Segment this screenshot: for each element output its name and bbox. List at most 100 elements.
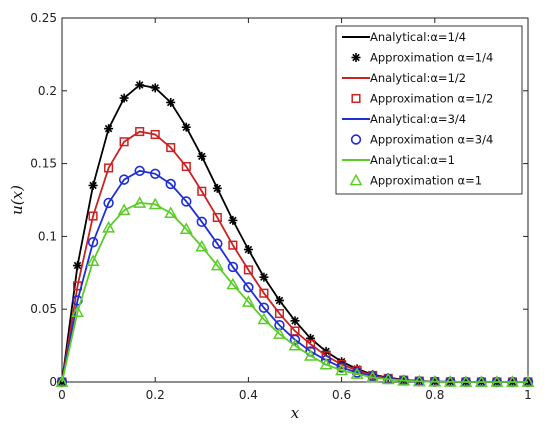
legend-label: Analytical:α=3/4 xyxy=(370,112,466,126)
data-point xyxy=(474,375,488,387)
data-point-stroke xyxy=(213,184,222,193)
x-tick-label: 0 xyxy=(58,388,66,402)
data-point xyxy=(228,215,238,225)
data-point xyxy=(134,165,145,177)
data-point xyxy=(350,367,364,379)
data-point xyxy=(257,312,271,325)
x-axis-label: x xyxy=(291,404,300,422)
y-tick-label: 0.1 xyxy=(38,229,57,243)
y-tick-label: 0.2 xyxy=(38,84,57,98)
data-point xyxy=(55,375,69,387)
legend-label: Approximation α=1/4 xyxy=(370,51,493,65)
data-point xyxy=(288,338,302,351)
data-point xyxy=(258,302,270,313)
data-point xyxy=(428,374,442,387)
data-point-stroke xyxy=(291,317,299,325)
data-point xyxy=(305,339,316,349)
data-point xyxy=(521,375,535,387)
data-point xyxy=(212,238,223,249)
data-point xyxy=(335,363,349,376)
legend-entry: Approximation α=3/4 xyxy=(350,133,493,147)
data-point xyxy=(197,151,207,161)
y-tick-label: 0 xyxy=(49,375,57,389)
data-point xyxy=(88,211,98,221)
legend-marker xyxy=(351,93,361,104)
legend-label: Analytical:α=1/4 xyxy=(370,30,466,44)
data-point xyxy=(88,180,98,190)
data-point xyxy=(135,127,145,137)
data-point xyxy=(319,357,333,370)
data-point xyxy=(228,240,238,250)
data-point xyxy=(181,161,191,172)
data-point xyxy=(197,186,207,196)
data-point xyxy=(226,277,240,290)
data-point xyxy=(166,143,176,153)
y-tick-label: 0.15 xyxy=(30,157,57,171)
data-point xyxy=(164,206,178,219)
x-axis: 0 0.2 0.4 0.6 0.8 1 xyxy=(58,18,532,402)
data-point xyxy=(366,370,380,383)
data-point xyxy=(135,80,145,90)
data-point xyxy=(290,316,300,326)
data-point xyxy=(243,282,254,293)
data-point-stroke xyxy=(135,81,144,89)
data-point xyxy=(274,309,285,319)
y-axis: 0 0.05 0.1 0.15 0.2 0.25 xyxy=(30,11,528,389)
legend-marker xyxy=(350,134,362,145)
data-point xyxy=(119,137,129,147)
legend-entry: Approximation α=1/2 xyxy=(351,92,493,106)
data-point-stroke xyxy=(120,94,128,102)
data-point xyxy=(490,375,504,387)
series-layer xyxy=(55,80,535,388)
data-point xyxy=(459,375,473,387)
legend-label: Approximation α=1/2 xyxy=(370,92,493,106)
data-point xyxy=(304,349,317,361)
data-point-stroke xyxy=(151,84,159,92)
data-point xyxy=(179,222,193,235)
legend-marker xyxy=(351,53,361,62)
data-point-stroke xyxy=(73,261,82,270)
data-point xyxy=(195,239,209,252)
data-point xyxy=(73,261,83,271)
data-point xyxy=(210,258,224,271)
data-point xyxy=(104,163,114,173)
legend-entry: Approximation α=1/4 xyxy=(351,51,493,65)
y-axis-label: u(x) xyxy=(8,185,26,215)
data-point-stroke xyxy=(229,216,237,225)
data-point xyxy=(412,374,426,387)
data-point xyxy=(212,183,222,193)
data-point-stroke xyxy=(182,123,191,131)
data-point-stroke xyxy=(89,181,97,190)
legend-entry: Analytical:α=1/4 xyxy=(342,30,466,44)
data-point xyxy=(150,129,160,140)
data-point-stroke xyxy=(104,124,113,133)
data-point xyxy=(71,305,84,318)
data-point xyxy=(227,261,239,273)
legend-label: Analytical:α=1/2 xyxy=(370,71,466,85)
data-point xyxy=(150,83,160,93)
legend-marker-stroke xyxy=(352,53,360,62)
legend-label: Approximation α=3/4 xyxy=(370,133,493,147)
legend-marker xyxy=(349,173,363,186)
legend-entry: Analytical:α=1 xyxy=(342,153,455,167)
legend-entry: Analytical:α=3/4 xyxy=(342,112,466,126)
legend-label: Analytical:α=1 xyxy=(370,153,455,167)
data-point xyxy=(381,372,395,385)
data-point xyxy=(243,245,253,255)
data-point xyxy=(212,212,222,223)
data-point xyxy=(104,124,114,134)
y-tick-label: 0.05 xyxy=(30,302,57,316)
x-tick-label: 0.2 xyxy=(146,388,165,402)
data-point xyxy=(165,178,176,190)
x-tick-label: 0.6 xyxy=(332,388,351,402)
data-point xyxy=(117,203,131,216)
data-point xyxy=(150,168,161,179)
legend-box xyxy=(335,25,523,195)
data-point-stroke xyxy=(166,98,175,107)
x-tick-label: 0.4 xyxy=(239,388,258,402)
data-point xyxy=(181,122,191,132)
data-point-stroke xyxy=(275,296,284,305)
data-point xyxy=(243,265,253,275)
y-tick-label: 0.25 xyxy=(30,11,57,25)
